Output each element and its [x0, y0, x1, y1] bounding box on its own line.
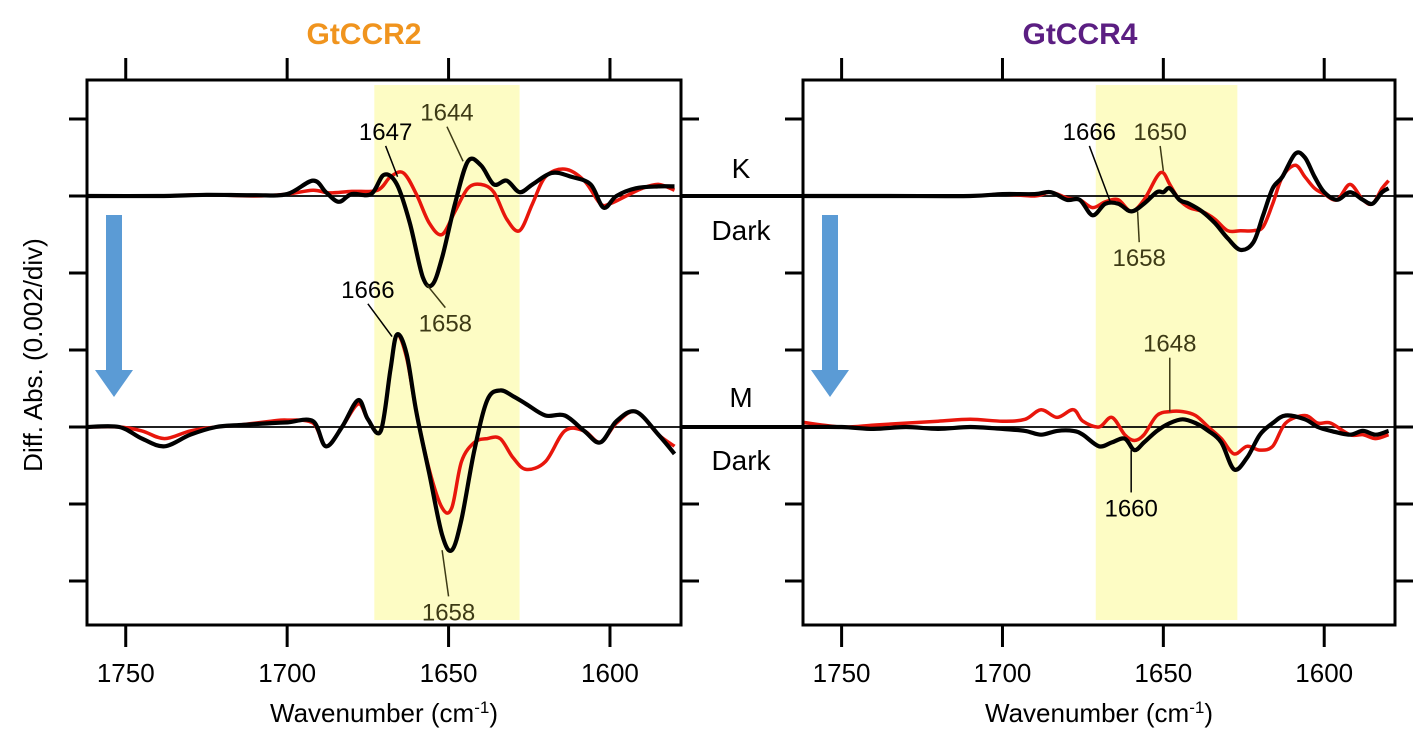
- chart-title: GtCCR4: [1022, 18, 1137, 51]
- annotation-leader: [446, 126, 464, 162]
- annotation-label: 1650: [1133, 119, 1186, 146]
- plot-frame: [801, 78, 1397, 627]
- highlight-band: [1095, 85, 1238, 620]
- chart-gtccr2: GtCCR2 1750 1700 1650 1600 1647 1644 1658 1666 16…: [69, 18, 699, 728]
- annotation-leader: [1136, 211, 1140, 243]
- annotation-label: 1660: [1104, 495, 1157, 522]
- down-arrow-icon: [95, 370, 133, 397]
- x-tick-label: 1750: [97, 658, 155, 688]
- annotation-leader: [441, 550, 450, 597]
- state-label-m: M: [729, 382, 752, 413]
- x-axis-label: Wavenumber (cm-1): [985, 698, 1213, 729]
- x-tick-label: 1700: [258, 658, 316, 688]
- annotation-label: 1658: [419, 311, 472, 338]
- annotation-leader: [367, 303, 393, 337]
- x-tick-label: 1600: [1295, 658, 1353, 688]
- annotation-label: 1647: [359, 119, 412, 146]
- plot-frame: [85, 78, 683, 627]
- state-label-k: K: [732, 153, 751, 184]
- annotation-leader: [426, 284, 446, 309]
- x-tick-label: 1650: [420, 658, 478, 688]
- x-tick-label: 1650: [1134, 658, 1192, 688]
- series-line-black: [86, 332, 677, 553]
- chart-title: GtCCR2: [306, 18, 421, 51]
- x-axis-label: Wavenumber (cm-1): [270, 698, 498, 729]
- x-tick-label: 1600: [581, 658, 639, 688]
- annotation-leader: [1159, 145, 1165, 172]
- annotation-leader: [384, 145, 399, 178]
- state-label-dark-1: Dark: [711, 215, 771, 246]
- annotation-label: 1666: [1063, 119, 1116, 146]
- x-tick-label: 1700: [974, 658, 1032, 688]
- x-tick-label: 1750: [813, 658, 871, 688]
- series-line-black: [86, 156, 675, 289]
- annotation-label: 1658: [422, 599, 475, 626]
- y-axis-label: Diff. Abs. (0.002/div): [18, 238, 48, 472]
- annotation-leader: [1088, 145, 1111, 203]
- highlight-band: [374, 85, 520, 620]
- annotation-label: 1658: [1113, 245, 1166, 272]
- down-arrow-icon-shaft: [106, 215, 122, 370]
- series-line-black: [802, 413, 1390, 472]
- down-arrow-icon-shaft: [822, 215, 838, 370]
- annotation-label: 1666: [341, 277, 394, 304]
- state-label-dark-2: Dark: [711, 445, 771, 476]
- series-line-red: [802, 407, 1390, 456]
- series-line-black: [803, 150, 1390, 253]
- annotation-label: 1644: [420, 100, 473, 127]
- chart-gtccr4: GtCCR4 1750 1700 1650 1600 1666 1650 1658 1648 16…: [785, 18, 1413, 728]
- down-arrow-icon: [811, 370, 849, 397]
- annotation-label: 1648: [1143, 331, 1196, 358]
